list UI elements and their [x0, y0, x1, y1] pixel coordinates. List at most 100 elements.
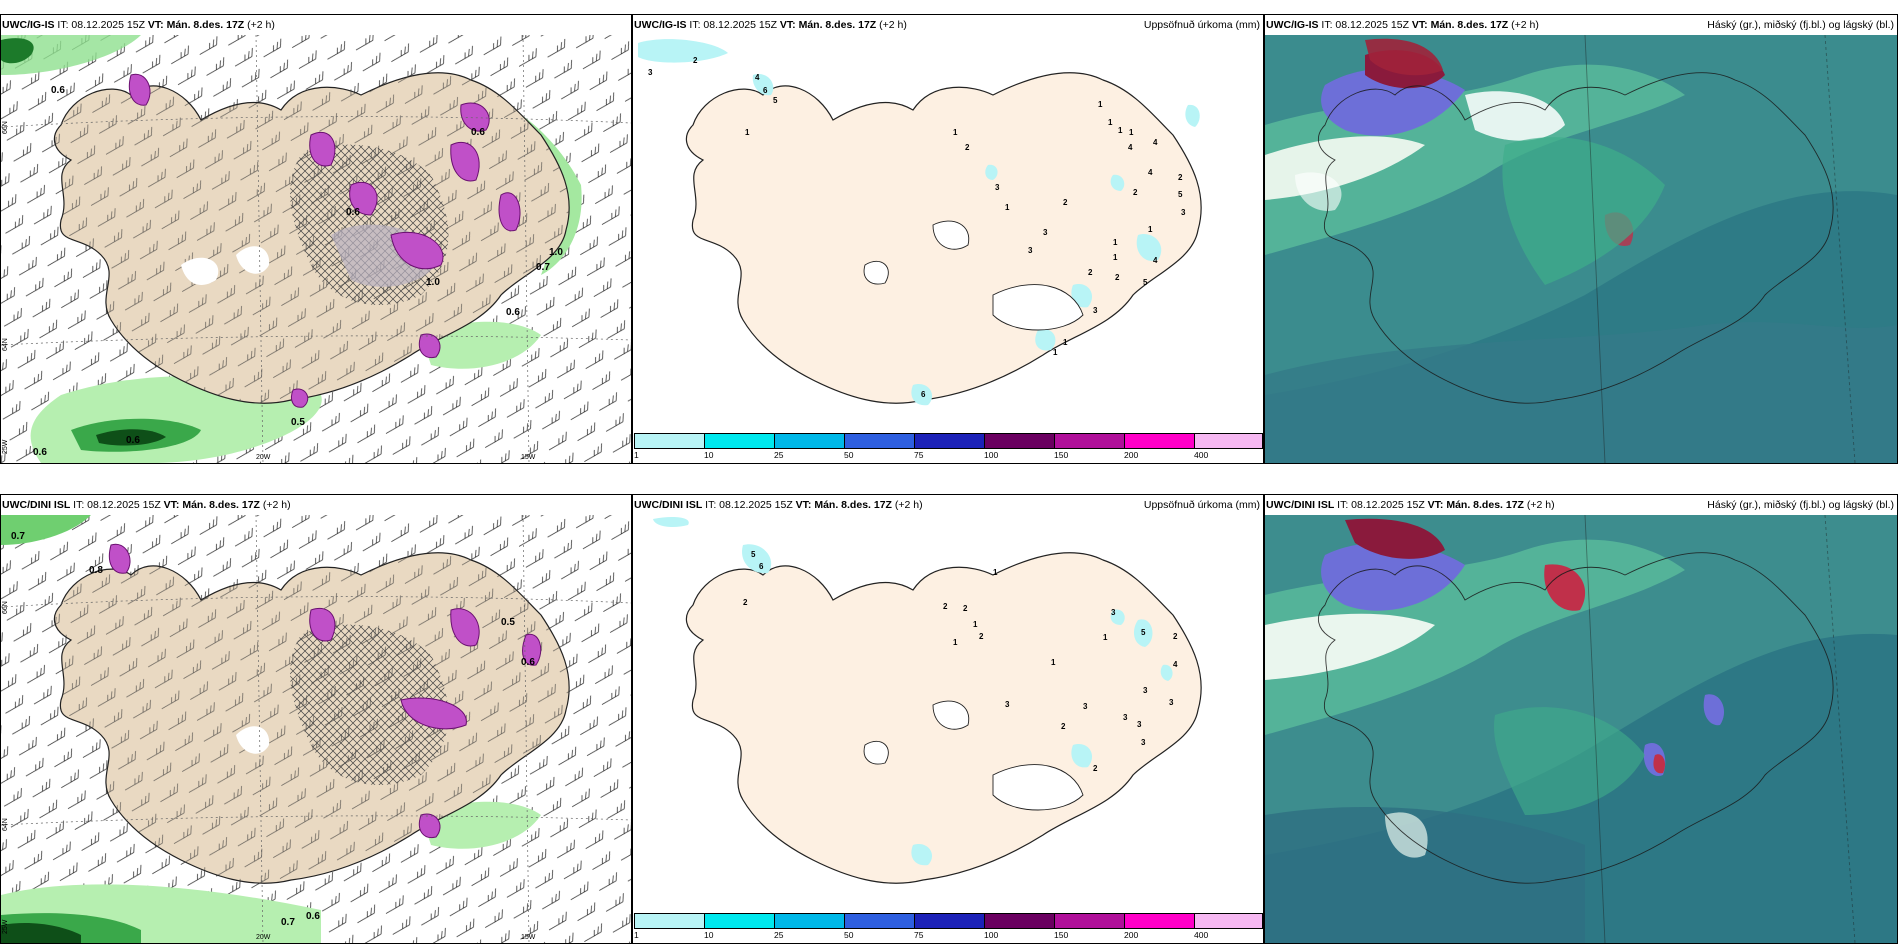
precip-value: 2 — [743, 598, 748, 607]
colorbar-tick: 10 — [704, 450, 714, 460]
colorbar-tick: 100 — [984, 450, 999, 460]
colorbar-tick: 25 — [774, 930, 784, 940]
colorbar-swatch — [774, 433, 845, 449]
wind-precip-map-panel-igis: UWC/IG-IS IT: 08.12.2025 15Z VT: Mán. 8.… — [0, 14, 632, 464]
precip-value: 3 — [1137, 720, 1142, 729]
precip-value: 1 — [1063, 338, 1068, 347]
precip-value: 2 — [1133, 188, 1138, 197]
cloud-cover-map — [1265, 35, 1897, 463]
precip-value: 3 — [995, 183, 1000, 192]
precip-value: 3 — [1093, 306, 1098, 315]
precip-value: 4 — [1148, 168, 1153, 177]
precip-value: 5 — [1178, 190, 1183, 199]
lon-label: 20W — [256, 454, 271, 461]
precip-value: 1 — [745, 128, 750, 137]
colorbar-swatch — [1054, 913, 1125, 929]
lead-time: (+2 h) — [247, 19, 275, 31]
lead-time: (+2 h) — [1526, 499, 1555, 511]
precip-value: 1 — [953, 128, 958, 137]
precip-value: 0.6 — [51, 85, 65, 96]
colorbar-swatch — [634, 913, 705, 929]
lat-label: 66N — [2, 121, 9, 134]
colorbar-tick: 75 — [914, 930, 924, 940]
panel-header: UWC/DINI ISL IT: 08.12.2025 15Z VT: Mán.… — [1265, 495, 1897, 515]
wind-precip-map-panel-dini: UWC/DINI ISL IT: 08.12.2025 15Z VT: Mán.… — [0, 494, 632, 944]
precip-value: 3 — [1123, 713, 1128, 722]
init-time: IT: 08.12.2025 15Z — [705, 499, 793, 511]
precip-value: 5 — [1141, 628, 1146, 637]
colorbar-tick: 100 — [984, 930, 999, 940]
precip-value: 1 — [1108, 118, 1113, 127]
precip-colorbar: 1 10 25 50 75 100 150 200 400 — [633, 433, 1263, 463]
valid-time: Mán. 8.des. 17Z — [798, 19, 877, 31]
init-time: IT: 08.12.2025 15Z — [1321, 19, 1409, 31]
lon-label: 15W — [521, 454, 536, 461]
precip-value: 3 — [1143, 686, 1148, 695]
colorbar-swatch — [844, 913, 915, 929]
precip-value: 2 — [1063, 198, 1068, 207]
precip-value: 0.7 — [536, 262, 550, 273]
precip-value: 3 — [1043, 228, 1048, 237]
colorbar-tick: 50 — [844, 450, 854, 460]
field-title: Uppsöfnuð úrkoma (mm) — [1143, 499, 1260, 511]
precip-value: 5 — [751, 550, 756, 559]
precip-value: 2 — [965, 143, 970, 152]
cloud-cover-map — [1265, 515, 1897, 943]
panel-header: UWC/IG-IS IT: 08.12.2025 15Z VT: Mán. 8.… — [633, 15, 1263, 35]
precip-value: 3 — [1005, 700, 1010, 709]
model-name: UWC/DINI ISL — [634, 499, 703, 511]
precip-value: 0.5 — [501, 617, 515, 628]
precip-value: 5 — [1143, 278, 1148, 287]
precip-value: 2 — [963, 604, 968, 613]
precip-value: 2 — [1061, 722, 1066, 731]
precip-value: 3 — [1083, 702, 1088, 711]
precip-value: 4 — [1128, 143, 1133, 152]
precip-value: 3 — [1181, 208, 1186, 217]
colorbar-tick: 150 — [1054, 450, 1069, 460]
precip-value: 3 — [1111, 608, 1116, 617]
colorbar-tick: 200 — [1124, 450, 1139, 460]
colorbar-tick: 150 — [1054, 930, 1069, 940]
precip-value: 1 — [1005, 203, 1010, 212]
precip-value: 1 — [993, 568, 998, 577]
precip-value: 1 — [1053, 348, 1058, 357]
wind-barb-map: 66N 64N 25W 20W 15W 0.7 0.8 0.5 0.7 0.6 … — [1, 515, 631, 943]
colorbar-swatch — [774, 913, 845, 929]
precip-value: 0.6 — [33, 447, 47, 458]
colorbar-swatch — [914, 433, 985, 449]
precip-value: 0.7 — [11, 531, 25, 542]
cloud-cover-map-panel-igis: UWC/IG-IS IT: 08.12.2025 15Z VT: Mán. 8.… — [1264, 14, 1898, 464]
precip-value: 0.6 — [521, 657, 535, 668]
colorbar-swatch — [984, 913, 1055, 929]
colorbar-swatch — [914, 913, 985, 929]
colorbar-swatch — [844, 433, 915, 449]
precip-value: 6 — [921, 390, 926, 399]
panel-header: UWC/DINI ISL IT: 08.12.2025 15Z VT: Mán.… — [633, 495, 1263, 515]
lat-label: 64N — [2, 818, 9, 831]
lat-label: 64N — [2, 338, 9, 351]
valid-time: Mán. 8.des. 17Z — [814, 499, 892, 511]
precip-value: 2 — [1178, 173, 1183, 182]
lead-time: (+2 h) — [1511, 19, 1539, 31]
precip-value: 1 — [973, 620, 978, 629]
colorbar-tick: 25 — [774, 450, 784, 460]
lon-label: 25W — [2, 439, 9, 454]
colorbar-tick: 75 — [914, 450, 924, 460]
precip-colorbar: 1 10 25 50 75 100 150 200 400 — [633, 913, 1263, 943]
valid-time-label: VT: — [1411, 19, 1428, 31]
model-name: UWC/IG-IS — [2, 19, 55, 31]
precip-accum-map: 3 2 4 6 5 1 1 2 3 1 2 3 4 2 1 3 1 1 1 1 … — [633, 35, 1263, 435]
lat-label: 66N — [2, 601, 9, 614]
precip-value: 1 — [1129, 128, 1134, 137]
precip-value: 3 — [1141, 738, 1146, 747]
precip-value: 4 — [1173, 660, 1178, 669]
lon-label: 15W — [521, 934, 536, 941]
precip-value: 0.8 — [89, 565, 103, 576]
colorbar-swatch — [704, 433, 775, 449]
init-time: IT: 08.12.2025 15Z — [73, 499, 161, 511]
colorbar-tick: 400 — [1194, 450, 1209, 460]
precip-value: 2 — [1115, 273, 1120, 282]
precip-value: 3 — [648, 68, 653, 77]
precip-value: 6 — [763, 86, 768, 95]
precip-accum-map-panel-igis: UWC/IG-IS IT: 08.12.2025 15Z VT: Mán. 8.… — [632, 14, 1264, 464]
